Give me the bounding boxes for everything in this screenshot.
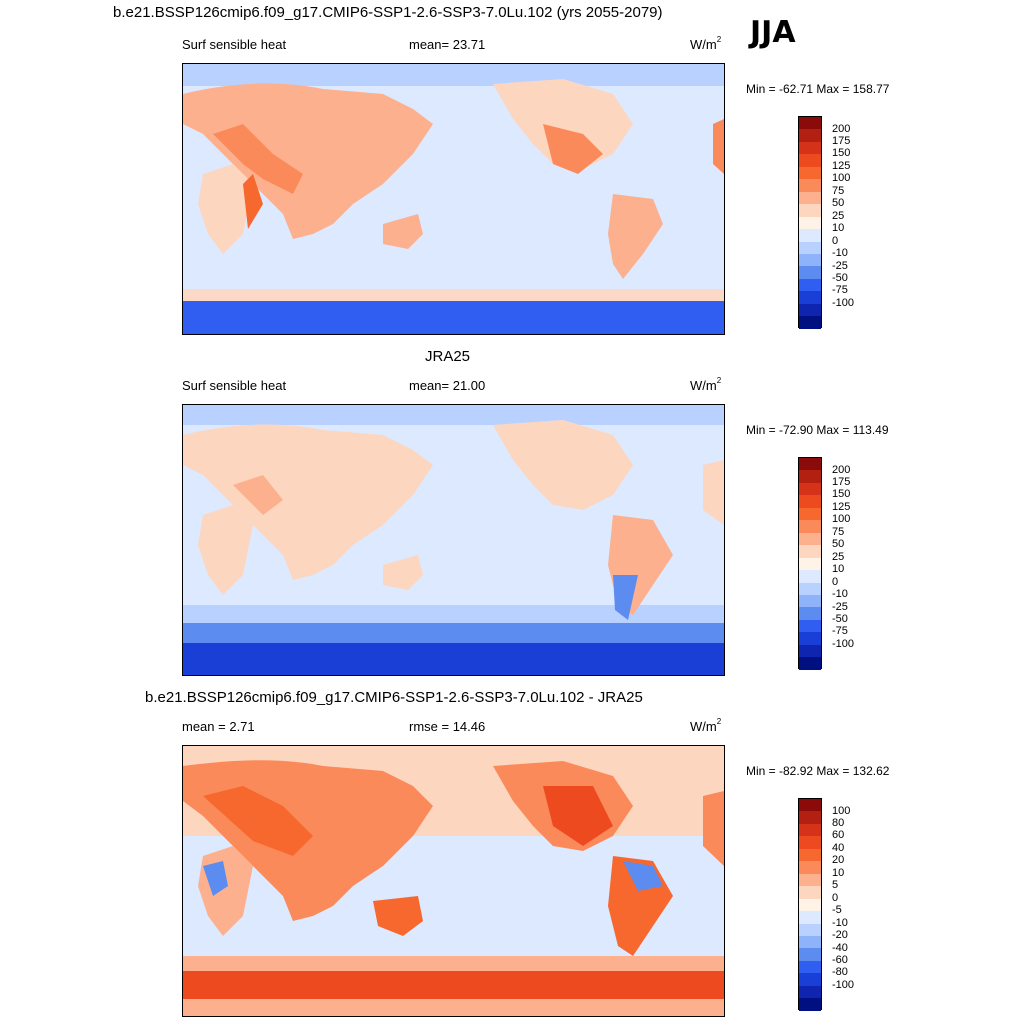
panel3-units: W/m2 xyxy=(690,717,722,734)
colorbar-tick-label: -100 xyxy=(832,637,855,650)
panel1-map xyxy=(182,63,725,335)
colorbar-tick-label: -25 xyxy=(832,600,848,613)
colorbar-tick-label: 80 xyxy=(832,817,845,829)
colorbar-tick-label: 150 xyxy=(832,147,851,160)
colorbar-tick-label: -40 xyxy=(832,941,848,954)
panel3-minmax: Min = -82.92 Max = 132.62 xyxy=(746,764,890,778)
colorbar-tick-label: 0 xyxy=(832,234,839,247)
colorbar-tick-label: 175 xyxy=(832,476,851,488)
colorbar-tick-label: 75 xyxy=(832,525,845,538)
colorbar-tick-label: 200 xyxy=(832,122,851,135)
panel3-rmse-label: rmse = 14.46 xyxy=(409,719,486,734)
panel2-colorbar xyxy=(798,457,822,670)
panel1-minmax: Min = -62.71 Max = 158.77 xyxy=(746,82,890,96)
colorbar-tick-label: 50 xyxy=(832,538,845,551)
panel3-title: b.e21.BSSP126cmip6.f09_g17.CMIP6-SSP1-2.… xyxy=(145,689,643,706)
colorbar-tick-label: 175 xyxy=(832,135,851,147)
colorbar-tick-label: -75 xyxy=(832,625,848,638)
season-label: JJA xyxy=(750,15,796,50)
panel1-colorbar xyxy=(798,116,822,329)
colorbar-tick-label: 100 xyxy=(832,172,851,185)
colorbar-tick-label: 10 xyxy=(832,563,845,576)
colorbar-tick-label: -25 xyxy=(832,259,848,272)
panel2-minmax: Min = -72.90 Max = 113.49 xyxy=(746,423,889,437)
colorbar-tick-label: 40 xyxy=(832,841,845,854)
colorbar-tick-label: 25 xyxy=(832,209,845,222)
colorbar-tick-label: -20 xyxy=(832,929,848,942)
colorbar-tick-label: 5 xyxy=(832,879,839,892)
colorbar-tick-label: -50 xyxy=(832,272,848,284)
colorbar-tick-label: 200 xyxy=(832,463,851,476)
colorbar-tick-label: 0 xyxy=(832,891,839,904)
colorbar-tick-label: 125 xyxy=(832,500,851,513)
colorbar-tick-label: -10 xyxy=(832,588,848,601)
panel2-variable-label: Surf sensible heat xyxy=(182,378,287,393)
colorbar-tick-label: -5 xyxy=(832,904,842,917)
colorbar-tick-label: -60 xyxy=(832,954,848,966)
colorbar-tick-label: 25 xyxy=(832,550,845,563)
panel2-map xyxy=(182,404,725,676)
panel1-units: W/m2 xyxy=(690,35,722,52)
colorbar-tick-label: -80 xyxy=(832,966,848,979)
colorbar-tick-label: 100 xyxy=(832,804,851,817)
panel2-title: JRA25 xyxy=(425,348,471,365)
colorbar-tick-label: -100 xyxy=(832,978,855,991)
panel3-mean-label: mean = 2.71 xyxy=(182,719,255,734)
colorbar-tick-label: 75 xyxy=(832,184,845,197)
colorbar-tick-label: -10 xyxy=(832,247,848,260)
colorbar-tick-label: 50 xyxy=(832,197,845,210)
colorbar-tick-label: -100 xyxy=(832,296,855,309)
colorbar-tick-label: 0 xyxy=(832,575,839,588)
main-title: b.e21.BSSP126cmip6.f09_g17.CMIP6-SSP1-2.… xyxy=(113,4,663,21)
panel3-map xyxy=(182,745,725,1017)
colorbar-tick-label: 125 xyxy=(832,159,851,172)
colorbar-tick-label: 10 xyxy=(832,866,845,879)
colorbar-tick-label: -50 xyxy=(832,613,848,625)
panel1-mean-label: mean= 23.71 xyxy=(409,37,486,52)
panel2-units: W/m2 xyxy=(690,376,722,393)
panel2-mean-label: mean= 21.00 xyxy=(409,378,486,393)
colorbar-tick-label: 20 xyxy=(832,854,845,867)
panel1-variable-label: Surf sensible heat xyxy=(182,37,287,52)
colorbar-tick-label: 100 xyxy=(832,513,851,526)
colorbar-tick-label: 10 xyxy=(832,222,845,235)
colorbar-tick-label: 150 xyxy=(832,488,851,501)
colorbar-tick-label: -75 xyxy=(832,284,848,297)
colorbar-tick-label: 60 xyxy=(832,829,845,842)
panel3-colorbar xyxy=(798,798,822,1011)
colorbar-tick-label: -10 xyxy=(832,916,848,929)
